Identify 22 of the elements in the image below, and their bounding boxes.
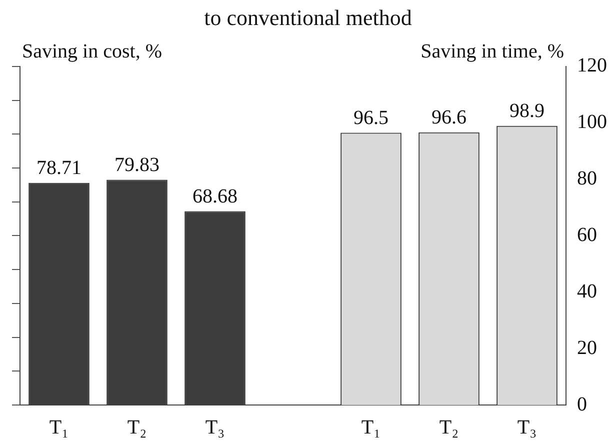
x-tick-label: T₁ [361,416,381,438]
y2-tick-label: 60 [577,224,597,246]
x-tick-label: T₂ [127,416,147,438]
x-tick-label: T₃ [205,416,225,438]
data-label: 78.71 [36,157,82,180]
y2-tick-label: 20 [577,336,597,359]
data-label: 68.68 [192,185,238,208]
y2-tick-label: 0 [577,393,587,416]
y2-tick-label: 100 [577,111,607,134]
chart-title: to conventional method [204,4,412,30]
x-tick-label: T₁ [49,416,69,438]
data-label: 96.5 [354,106,388,129]
y2-axis-title: Saving in time, % [420,40,564,63]
data-label: 96.6 [432,106,466,129]
y2-tick-label: 40 [577,280,597,302]
y-axis-title: Saving in cost, % [22,40,162,63]
x-tick-label: T₃ [517,416,537,438]
x-tick-label: T₂ [439,416,459,438]
y2-tick-label: 120 [577,54,607,77]
data-label: 98.9 [510,100,544,122]
y2-tick-label: 80 [577,168,597,190]
data-label: 79.83 [114,154,160,176]
